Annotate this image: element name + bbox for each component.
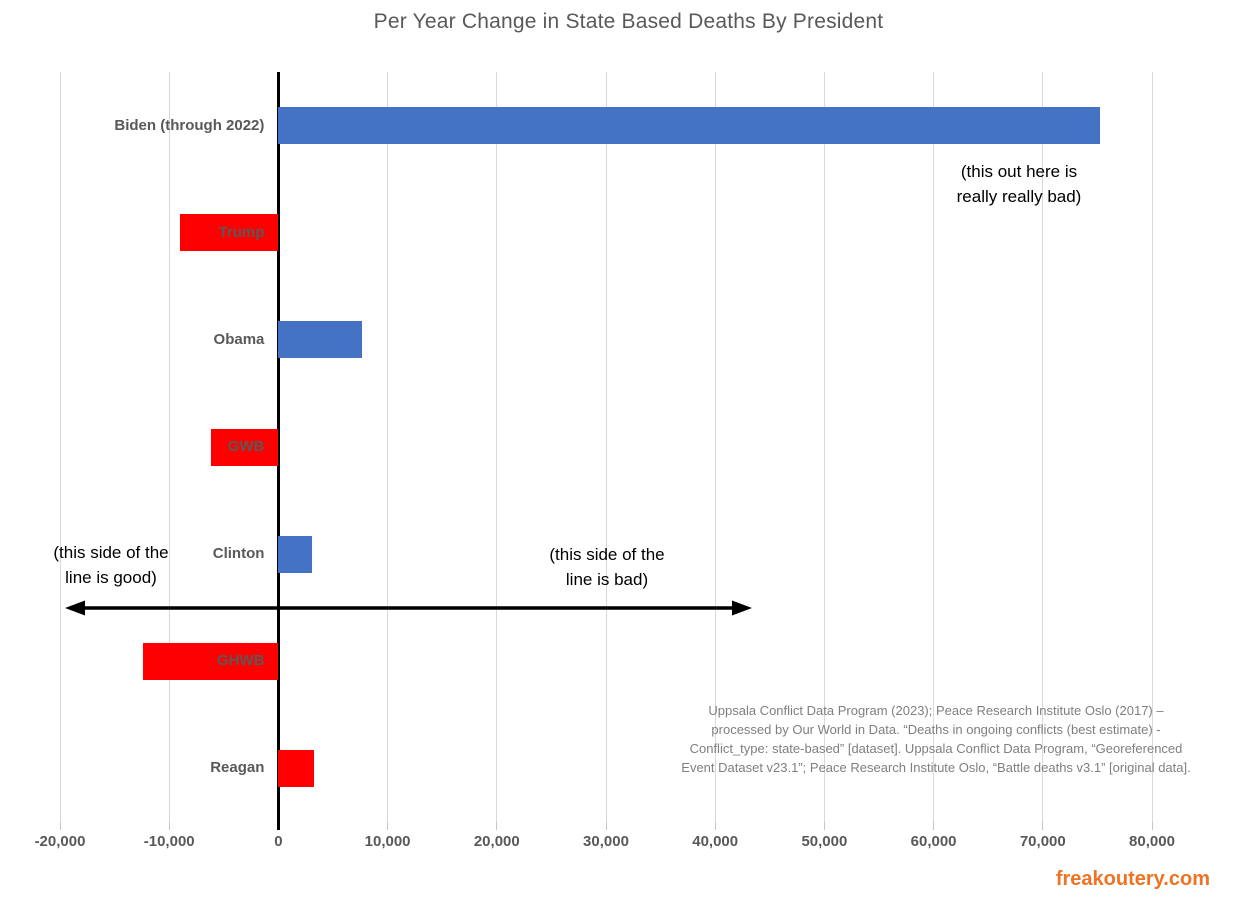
bar-gwb <box>210 428 279 466</box>
x-gridline <box>387 72 389 822</box>
x-tickmark <box>714 822 716 830</box>
x-tick-label: 70,000 <box>1019 833 1066 850</box>
x-tick-label: 20,000 <box>473 833 520 850</box>
source-line: processed by Our World in Data. “Deaths … <box>711 722 1161 737</box>
x-tick-label: 10,000 <box>364 833 411 850</box>
source-line: Uppsala Conflict Data Program (2023); Pe… <box>708 703 1164 718</box>
x-gridline <box>933 72 935 822</box>
x-tick-label: 40,000 <box>692 833 739 850</box>
x-gridline <box>496 72 498 822</box>
x-tick-label: 50,000 <box>801 833 848 850</box>
x-tick-label: 30,000 <box>583 833 629 850</box>
source-line: Conflict_type: state-based” [dataset]. U… <box>689 741 1183 756</box>
x-tick-label: -20,000 <box>34 833 86 850</box>
x-tickmark <box>59 822 61 830</box>
category-label: Reagan <box>210 759 265 777</box>
x-tickmark <box>823 822 825 830</box>
zero-axis-line <box>276 72 280 830</box>
annotation-left-good: (this side of the line is good) <box>53 543 169 587</box>
x-tick-label: 80,000 <box>1129 833 1175 850</box>
source-line: Event Dataset v23.1”; Peace Research Ins… <box>681 760 1191 775</box>
x-tickmark <box>605 822 607 830</box>
x-tickmark <box>933 822 935 830</box>
watermark-link[interactable]: freakoutery.com <box>1055 868 1210 890</box>
source-citation: Uppsala Conflict Data Program (2023); Pe… <box>652 701 1220 777</box>
arrow-left-head-icon <box>65 600 85 616</box>
plot-area: -20,000 -10,000 0 10,000 20,000 30,000 40,000 5… <box>35 72 1175 850</box>
category-label: Biden (through 2022) <box>114 116 265 134</box>
bar-trump <box>180 214 279 252</box>
annotation-biden-bad: (this out here is really really bad) <box>956 162 1082 206</box>
bar-biden-through-2022 <box>278 107 1100 145</box>
category-label: GWB <box>227 438 265 455</box>
x-tickmark <box>1151 822 1153 830</box>
bar-clinton <box>278 535 313 573</box>
chart-title: Per Year Change in State Based Deaths By… <box>373 10 884 33</box>
x-tickmark <box>387 822 389 830</box>
x-tickmark <box>496 822 498 830</box>
category-label: Clinton <box>212 545 265 563</box>
good-bad-arrow <box>65 600 752 616</box>
x-tick-label: -10,000 <box>143 833 195 850</box>
x-gridline <box>823 72 825 822</box>
x-gridline <box>59 72 61 822</box>
category-label: Trump <box>218 223 265 241</box>
x-gridline <box>714 72 716 822</box>
category-label: Obama <box>213 330 265 348</box>
x-tick-label: 60,000 <box>910 833 957 850</box>
x-gridline <box>1042 72 1044 822</box>
x-tickmark <box>1042 822 1044 830</box>
x-tick-label: 0 <box>274 833 283 850</box>
annotation-right-bad: (this side of the line is bad) <box>549 545 665 589</box>
x-gridline <box>1151 72 1153 822</box>
x-gridline <box>168 72 170 822</box>
x-gridline <box>605 72 607 822</box>
bar-ghwb <box>142 642 279 680</box>
arrow-right-head-icon <box>732 600 752 616</box>
bar-reagan <box>278 749 315 787</box>
bar-obama <box>278 321 363 359</box>
x-tickmark <box>168 822 170 830</box>
category-label: GHWB <box>216 652 265 670</box>
